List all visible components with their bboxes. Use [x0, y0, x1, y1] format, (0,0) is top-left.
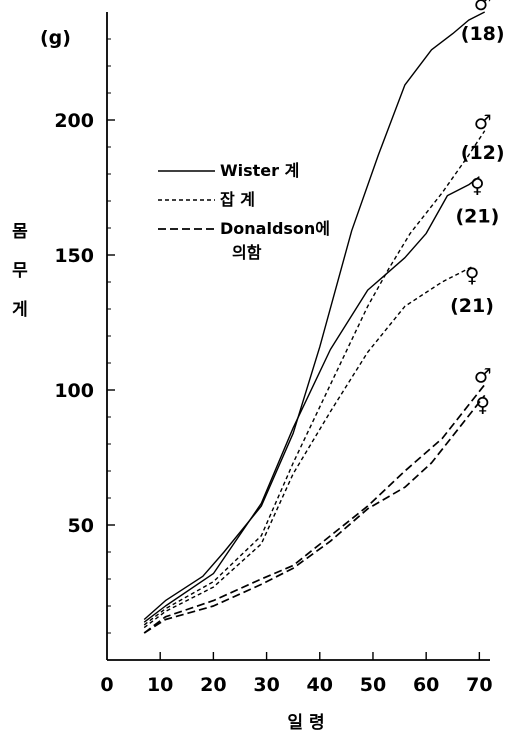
legend-label: Wister 계 [220, 161, 299, 180]
series-line [143, 265, 475, 629]
sample-count-label: (21) [450, 295, 494, 317]
y-tick-label: 200 [54, 110, 94, 132]
x-tick-label: 10 [147, 674, 173, 696]
x-tick-label: 70 [466, 674, 492, 696]
legend-label: 의함 [232, 243, 262, 262]
sample-count-label: (12) [461, 142, 505, 164]
series-line [143, 384, 486, 634]
sex-symbol: ♀ [465, 263, 480, 287]
series-end-labels: ♂ (18) ♀ (21) ♂ (12) ♀ (21) ♂ ♀ [450, 0, 504, 416]
sex-symbol: ♂ [474, 0, 492, 15]
x-axis-label: 일 령 [287, 712, 324, 733]
y-tick-label: 100 [54, 380, 94, 402]
x-tick-label: 30 [253, 674, 279, 696]
sample-count-label: (18) [461, 23, 505, 45]
y-axis-label-1: 무 [12, 261, 28, 281]
x-tick-label: 60 [413, 674, 439, 696]
series-line [143, 394, 486, 634]
series-layer [143, 11, 486, 634]
legend-label: Donaldson에 [220, 219, 330, 238]
y-unit-label: (g) [40, 27, 71, 49]
sex-symbol: ♀ [470, 174, 485, 198]
series-line [143, 176, 480, 623]
y-axis-label-2: 게 [12, 300, 28, 320]
x-tick-label: 50 [360, 674, 386, 696]
x-tick-label: 40 [307, 674, 333, 696]
y-tick-label: 150 [54, 245, 94, 267]
y-axis-label-0: 몸 [12, 222, 28, 242]
axes: 0 10 20 30 40 50 60 70 50 100 150 200 [54, 12, 493, 696]
legend-label: 잡 계 [220, 190, 255, 209]
sex-symbol: ♂ [474, 364, 492, 388]
x-tick-label: 20 [200, 674, 226, 696]
sex-symbol: ♀ [475, 392, 490, 416]
series-line [143, 11, 486, 621]
sample-count-label: (21) [455, 206, 499, 228]
y-tick-label: 50 [68, 515, 94, 537]
sex-symbol: ♂ [474, 110, 492, 134]
series-line [143, 130, 486, 626]
x-tick-label: 0 [100, 674, 113, 696]
